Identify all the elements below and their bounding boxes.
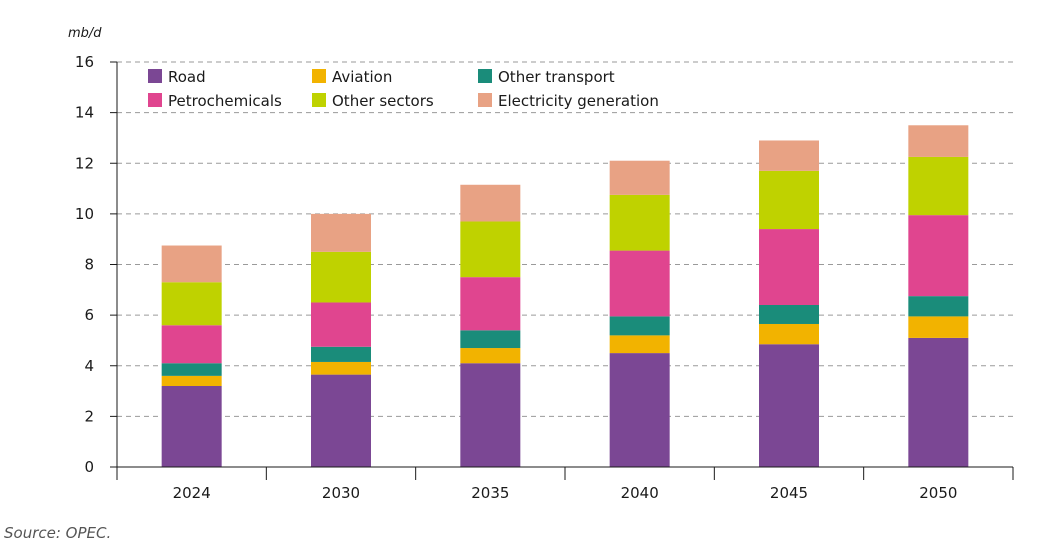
bar-segment-aviation-2024 xyxy=(161,375,222,386)
bar-segment-other-sectors-2045 xyxy=(759,170,819,230)
bar-segment-other-transport-2024 xyxy=(161,363,222,376)
bar-segment-petrochemicals-2040 xyxy=(609,250,670,317)
bar-segment-electricity-generation-2030 xyxy=(311,213,371,252)
bar-segment-aviation-2050 xyxy=(908,316,969,338)
source-note: Source: OPEC. xyxy=(4,524,111,542)
bar-segment-aviation-2030 xyxy=(311,361,371,375)
bar-segment-electricity-generation-2024 xyxy=(161,245,222,283)
y-tick-labels: 0 2 4 6 8 10 12 14 16 xyxy=(75,53,117,476)
legend: Road Aviation Other transport Petrochemical… xyxy=(148,68,659,110)
x-tick-label: 2040 xyxy=(621,484,659,502)
legend-swatch xyxy=(478,69,492,83)
bar-segment-road-2050 xyxy=(908,337,969,467)
bar-segment-petrochemicals-2030 xyxy=(311,302,371,347)
bar-segment-other-transport-2045 xyxy=(759,305,819,324)
bar-segment-other-transport-2040 xyxy=(609,316,670,336)
bar-segment-electricity-generation-2045 xyxy=(759,140,819,171)
x-tick-label: 2045 xyxy=(770,484,808,502)
x-tick-label: 2035 xyxy=(471,484,509,502)
bar-segment-petrochemicals-2045 xyxy=(759,229,819,305)
bar-segment-petrochemicals-2035 xyxy=(460,277,521,331)
y-tick-label: 14 xyxy=(75,104,94,122)
y-tick-label: 16 xyxy=(75,53,94,71)
bar-segment-other-transport-2050 xyxy=(908,296,969,317)
y-tick-label: 6 xyxy=(84,306,94,324)
bar-segment-aviation-2045 xyxy=(759,323,819,345)
legend-label: Other sectors xyxy=(332,92,434,110)
y-tick-label: 10 xyxy=(75,205,94,223)
gridlines xyxy=(117,61,1013,417)
legend-label: Road xyxy=(168,68,206,86)
y-tick-label: 8 xyxy=(84,256,94,274)
y-tick-label: 12 xyxy=(75,154,94,172)
bar-segment-road-2040 xyxy=(609,353,670,467)
legend-swatch xyxy=(148,93,162,107)
bar-segment-other-sectors-2050 xyxy=(908,156,969,216)
bar-segment-other-sectors-2035 xyxy=(460,221,521,278)
legend-swatch xyxy=(148,69,162,83)
bar-segment-aviation-2040 xyxy=(609,335,670,354)
x-tick-labels: 2024 2030 2035 2040 2045 2050 xyxy=(173,484,958,502)
bar-segment-road-2045 xyxy=(759,344,819,467)
bar-segment-road-2030 xyxy=(311,374,371,467)
legend-swatch xyxy=(312,93,326,107)
bar-segment-road-2035 xyxy=(460,363,521,467)
bar-segment-petrochemicals-2024 xyxy=(161,325,222,364)
y-tick-label: 0 xyxy=(84,458,94,476)
bar-segment-electricity-generation-2050 xyxy=(908,125,969,157)
x-tick-label: 2024 xyxy=(173,484,211,502)
bar-segment-other-transport-2035 xyxy=(460,330,521,349)
bar-segment-other-sectors-2040 xyxy=(609,194,670,251)
bar-segment-petrochemicals-2050 xyxy=(908,215,969,297)
legend-label: Other transport xyxy=(498,68,615,86)
y-tick-label: 2 xyxy=(84,407,94,425)
axes xyxy=(116,62,1014,480)
x-tick-label: 2050 xyxy=(919,484,957,502)
legend-label: Electricity generation xyxy=(498,92,659,110)
y-tick-label: 4 xyxy=(84,357,94,375)
bars xyxy=(161,125,969,467)
bar-segment-electricity-generation-2035 xyxy=(460,184,521,222)
x-tick-label: 2030 xyxy=(322,484,360,502)
bar-segment-road-2024 xyxy=(161,386,222,467)
legend-label: Petrochemicals xyxy=(168,92,282,110)
legend-swatch xyxy=(312,69,326,83)
bar-segment-electricity-generation-2040 xyxy=(609,160,670,195)
bar-segment-other-sectors-2024 xyxy=(161,282,222,326)
legend-swatch xyxy=(478,93,492,107)
y-unit-label: mb/d xyxy=(68,26,102,41)
bar-segment-other-sectors-2030 xyxy=(311,251,371,303)
bar-segment-aviation-2035 xyxy=(460,348,521,364)
legend-label: Aviation xyxy=(332,68,392,86)
bar-segment-other-transport-2030 xyxy=(311,346,371,362)
